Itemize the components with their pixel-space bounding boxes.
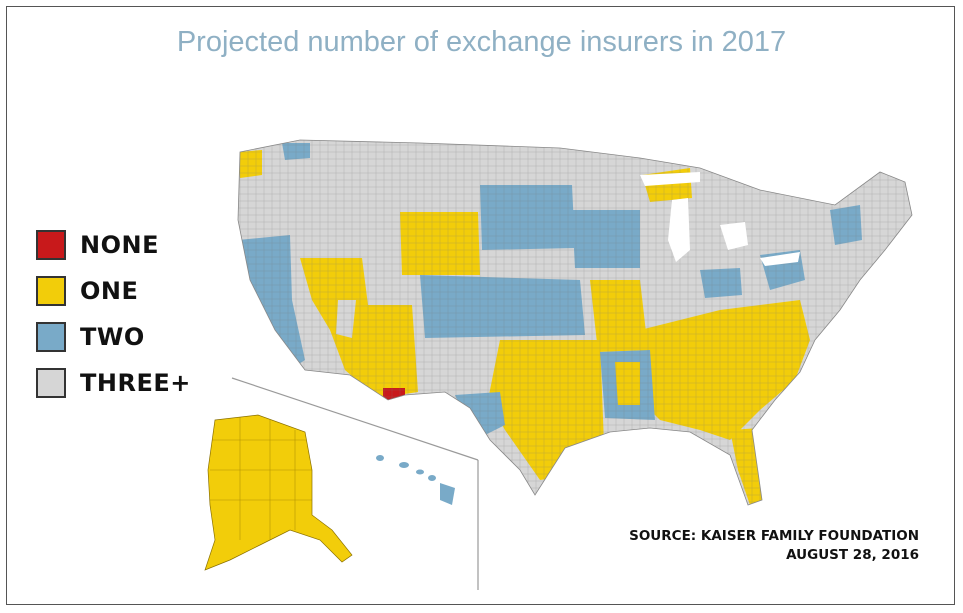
legend-item-three: THREE+ [36,360,191,406]
legend-swatch-none [36,230,66,260]
legend-swatch-two [36,322,66,352]
source-date: AUGUST 28, 2016 [786,547,919,563]
legend-swatch-one [36,276,66,306]
alaska [204,414,353,571]
legend-item-two: TWO [36,314,191,360]
legend-label-none: NONE [80,231,159,259]
legend: NONE ONE TWO THREE+ [36,222,191,406]
map-title: Projected number of exchange insurers in… [176,26,787,58]
source-line: SOURCE: KAISER FAMILY FOUNDATION [629,528,919,544]
hawaii [376,455,455,505]
legend-label-three: THREE+ [80,369,191,397]
contiguous-us [238,140,912,505]
inset-divider [231,377,479,590]
legend-label-one: ONE [80,277,139,305]
legend-item-one: ONE [36,268,191,314]
legend-swatch-three [36,368,66,398]
legend-label-two: TWO [80,323,145,351]
source-note: SOURCE: KAISER FAMILY FOUNDATION AUGUST … [629,527,919,565]
legend-item-none: NONE [36,222,191,268]
us-outline [237,139,913,506]
